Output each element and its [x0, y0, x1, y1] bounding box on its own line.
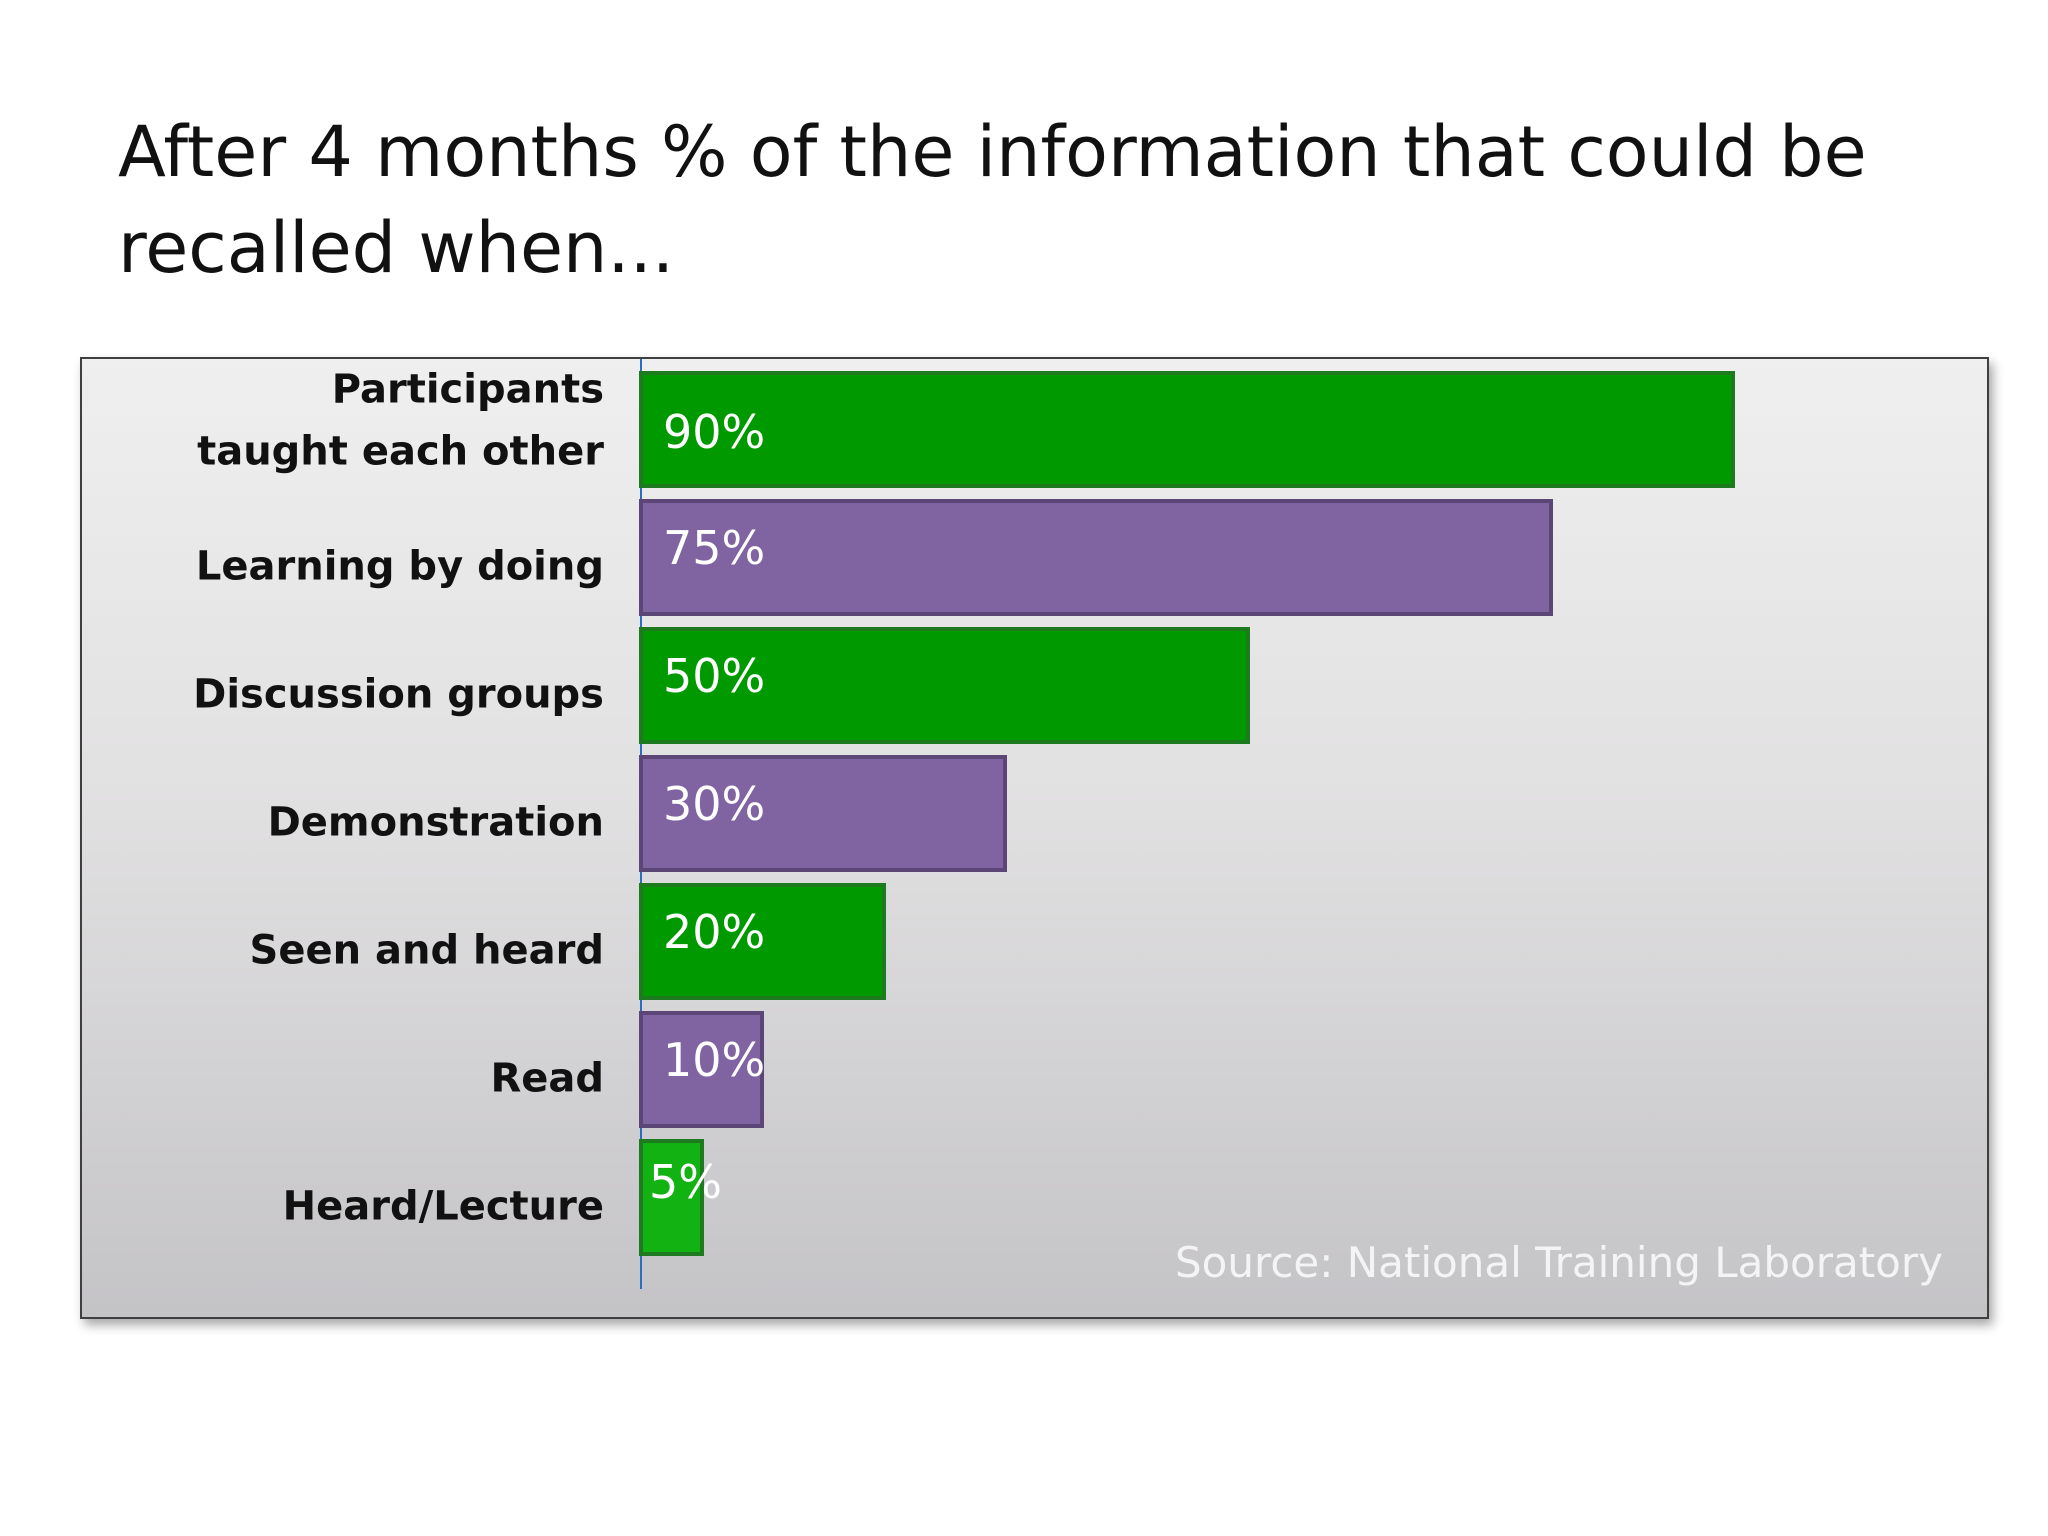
category-label-5: Read — [490, 1056, 604, 1102]
chart-frame: 90% Participants taught each other 75% Learn… — [80, 357, 1989, 1319]
bar-3 — [639, 755, 1007, 872]
bar-4 — [639, 883, 886, 1000]
category-label-2: Discussion groups — [193, 672, 604, 718]
category-label-0-line-1: taught each other — [197, 429, 604, 475]
data-label-4: 20% — [663, 905, 765, 959]
bar-5 — [639, 1011, 764, 1128]
data-label-0: 90% — [663, 405, 765, 459]
bar-2 — [639, 627, 1250, 744]
category-label-1: Learning by doing — [196, 544, 604, 590]
bar-0 — [639, 371, 1735, 488]
data-label-3: 30% — [663, 777, 765, 831]
category-label-4: Seen and heard — [250, 928, 604, 974]
bar-6 — [639, 1139, 704, 1256]
data-label-2: 50% — [663, 649, 765, 703]
data-label-5: 10% — [663, 1033, 765, 1087]
data-label-1: 75% — [663, 521, 765, 575]
bar-chart: 90% Participants taught each other 75% Learn… — [193, 359, 1735, 1289]
data-label-6: 5% — [649, 1155, 722, 1209]
category-label-3: Demonstration — [268, 800, 604, 846]
bar-1 — [639, 499, 1553, 616]
category-label-6: Heard/Lecture — [283, 1184, 604, 1230]
slide-title: After 4 months % of the information that… — [118, 111, 1867, 289]
category-label-0-line-0: Participants — [332, 367, 604, 413]
source-annotation: Source: National Training Laboratory — [1175, 1238, 1943, 1287]
